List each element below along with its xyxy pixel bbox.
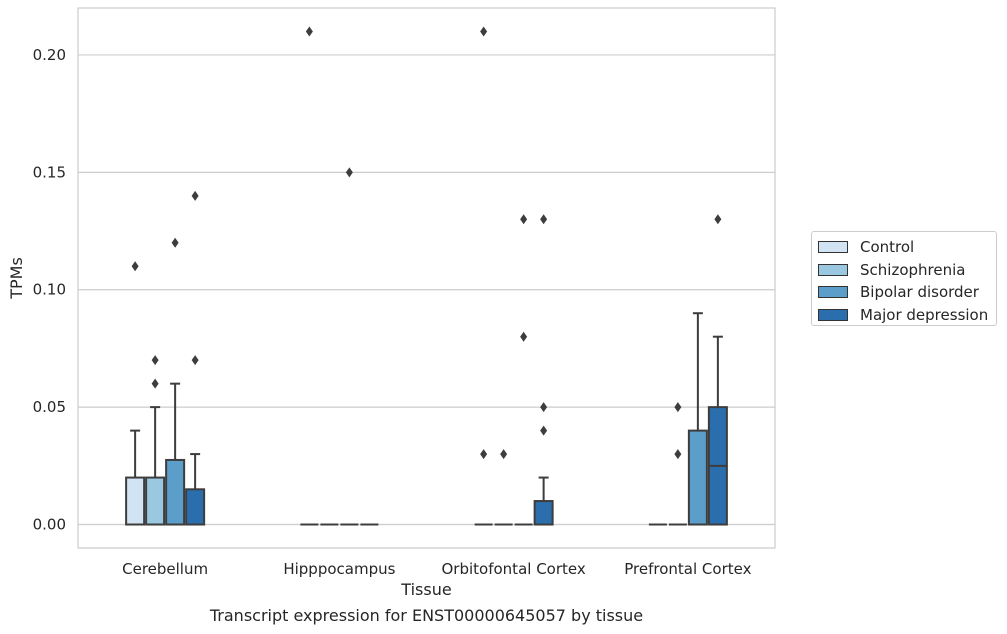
outlier-point bbox=[345, 167, 353, 178]
y-tick-label: 0.20 bbox=[33, 46, 66, 64]
box-1-2 bbox=[340, 167, 359, 526]
outlier-point bbox=[131, 261, 139, 272]
x-tick-label: Prefrontal Cortex bbox=[624, 560, 751, 578]
box-body bbox=[165, 458, 186, 526]
y-tick-label: 0.00 bbox=[33, 516, 66, 534]
box-0-1 bbox=[145, 355, 166, 526]
outlier-point bbox=[151, 355, 159, 366]
box-body bbox=[125, 476, 146, 526]
box-3-1 bbox=[668, 402, 687, 526]
gridlines bbox=[78, 54, 775, 526]
outlier-point bbox=[714, 214, 722, 225]
legend-swatch bbox=[818, 286, 848, 299]
plot-frame bbox=[77, 7, 776, 549]
y-tick-label: 0.10 bbox=[33, 281, 66, 299]
box-2-0 bbox=[474, 26, 493, 526]
legend-item-major-depression: Major depression bbox=[818, 304, 996, 327]
box-2-3 bbox=[533, 214, 554, 526]
legend-item-control: Control bbox=[818, 236, 996, 259]
y-tick-label: 0.05 bbox=[33, 398, 66, 416]
legend-item-schizophrenia: Schizophrenia bbox=[818, 259, 996, 282]
box-0-0 bbox=[125, 261, 146, 526]
box-2-1 bbox=[494, 449, 513, 526]
outlier-point bbox=[191, 190, 199, 201]
outlier-point bbox=[305, 26, 313, 37]
legend-label: Bipolar disorder bbox=[860, 283, 979, 302]
outlier-point bbox=[151, 378, 159, 389]
y-tick-label: 0.15 bbox=[33, 163, 66, 181]
legend-item-bipolar-disorder: Bipolar disorder bbox=[818, 281, 996, 304]
box-body bbox=[687, 429, 708, 526]
box-0-2 bbox=[165, 237, 186, 526]
outlier-point bbox=[674, 402, 682, 413]
tick-labels: 0.00 0.05 0.10 0.15 0.20 Cerebellum Hipppocamp… bbox=[33, 46, 752, 578]
legend-label: Control bbox=[860, 238, 915, 257]
outlier-point bbox=[171, 237, 179, 248]
legend-swatch bbox=[818, 263, 848, 276]
y-axis-label: TPMs bbox=[7, 257, 26, 300]
box-3-2 bbox=[687, 312, 708, 526]
box-3-3 bbox=[707, 214, 728, 526]
outlier-point bbox=[540, 425, 548, 436]
outlier-point bbox=[500, 449, 508, 460]
x-tick-label: Orbitofontal Cortex bbox=[442, 560, 586, 578]
outlier-point bbox=[520, 214, 528, 225]
legend-label: Major depression bbox=[860, 305, 989, 324]
x-axis-label: Tissue bbox=[400, 580, 451, 599]
outlier-point bbox=[191, 355, 199, 366]
outlier-point bbox=[540, 214, 548, 225]
outlier-point bbox=[520, 331, 528, 342]
outlier-point bbox=[480, 449, 488, 460]
x-tick-label: Cerebellum bbox=[122, 560, 208, 578]
box-0-3 bbox=[185, 190, 206, 526]
box-series bbox=[125, 26, 728, 526]
legend-swatch bbox=[818, 308, 848, 321]
outlier-point bbox=[480, 26, 488, 37]
box-body bbox=[185, 488, 206, 526]
box-1-0 bbox=[300, 26, 319, 526]
outlier-point bbox=[674, 449, 682, 460]
legend-swatch bbox=[818, 241, 848, 254]
legend: Control Schizophrenia Bipolar disorder M… bbox=[811, 231, 997, 326]
x-tick-label: Hipppocampus bbox=[283, 560, 395, 578]
outlier-point bbox=[540, 402, 548, 413]
legend-label: Schizophrenia bbox=[860, 260, 966, 279]
figure-caption: Transcript expression for ENST0000064505… bbox=[209, 606, 644, 625]
box-2-2 bbox=[514, 214, 533, 526]
box-body bbox=[533, 500, 554, 526]
box-body bbox=[145, 476, 166, 526]
